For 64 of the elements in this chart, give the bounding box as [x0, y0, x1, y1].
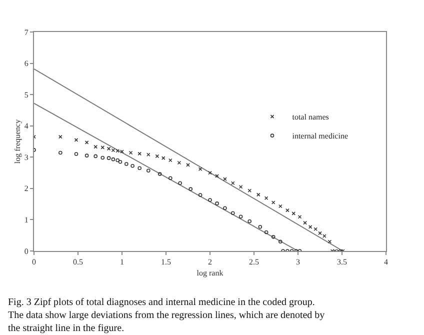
point	[215, 174, 219, 178]
point	[138, 166, 142, 170]
point	[258, 225, 262, 229]
point	[188, 187, 193, 191]
point	[58, 150, 62, 155]
point	[118, 160, 122, 164]
point	[271, 235, 276, 239]
x-tick-label: 3.5	[337, 258, 347, 267]
x-tick-label: 0.5	[73, 258, 83, 267]
point	[186, 163, 190, 167]
point	[116, 158, 120, 162]
x-tick-label: 1.5	[161, 258, 171, 267]
y-tick-label: 5	[24, 90, 28, 100]
point	[94, 154, 98, 158]
point	[215, 202, 219, 206]
y-tick-label: 7	[24, 28, 28, 37]
point	[130, 164, 134, 168]
point	[230, 211, 235, 216]
x-tick-label: 2.5	[249, 258, 259, 267]
point	[100, 156, 105, 160]
point	[84, 154, 89, 158]
y-tick-label: 6	[24, 59, 28, 68]
point	[74, 152, 78, 156]
point	[248, 188, 252, 193]
point	[198, 193, 202, 197]
caption: Fig. 3 Zipf plots of total diagnoses and internal medicine in the coded group. The data show large deviations from the regression lines, which are denoted by the straight line in the figure.	[8, 297, 325, 334]
x-axis-title: log rank	[196, 268, 224, 278]
x-tick-label: 2	[208, 258, 212, 267]
point	[146, 152, 150, 157]
point	[248, 219, 252, 224]
point	[158, 172, 162, 176]
y-tick-label: 0	[24, 246, 28, 256]
x-tick-label: 4	[384, 258, 388, 267]
point	[178, 181, 182, 186]
point	[223, 177, 227, 181]
point	[177, 160, 182, 165]
point	[264, 230, 268, 234]
y-tick-label: 1	[24, 216, 28, 225]
point	[124, 162, 128, 166]
point	[106, 156, 111, 160]
point	[292, 212, 296, 216]
legend-label: total names	[292, 112, 329, 122]
point	[146, 168, 150, 172]
x-tick-label: 1	[120, 258, 124, 267]
point	[155, 154, 160, 158]
point	[111, 157, 116, 162]
y-tick-label: 3	[24, 152, 28, 162]
x-tick-label: 3	[296, 258, 300, 267]
point	[128, 150, 133, 155]
point	[223, 206, 227, 210]
point	[238, 214, 243, 218]
x-tick-label: 0	[32, 258, 36, 267]
point	[161, 156, 166, 160]
point	[314, 227, 318, 231]
point	[278, 240, 282, 244]
point	[238, 184, 243, 189]
point	[264, 196, 268, 200]
y-tick-label: 4	[24, 122, 28, 131]
point	[230, 181, 235, 186]
point	[168, 176, 172, 180]
point	[208, 198, 212, 202]
legend-label: internal medicine	[292, 132, 348, 141]
y-axis-title: log frequency	[13, 119, 22, 164]
y-tick-label: 2	[24, 184, 28, 194]
